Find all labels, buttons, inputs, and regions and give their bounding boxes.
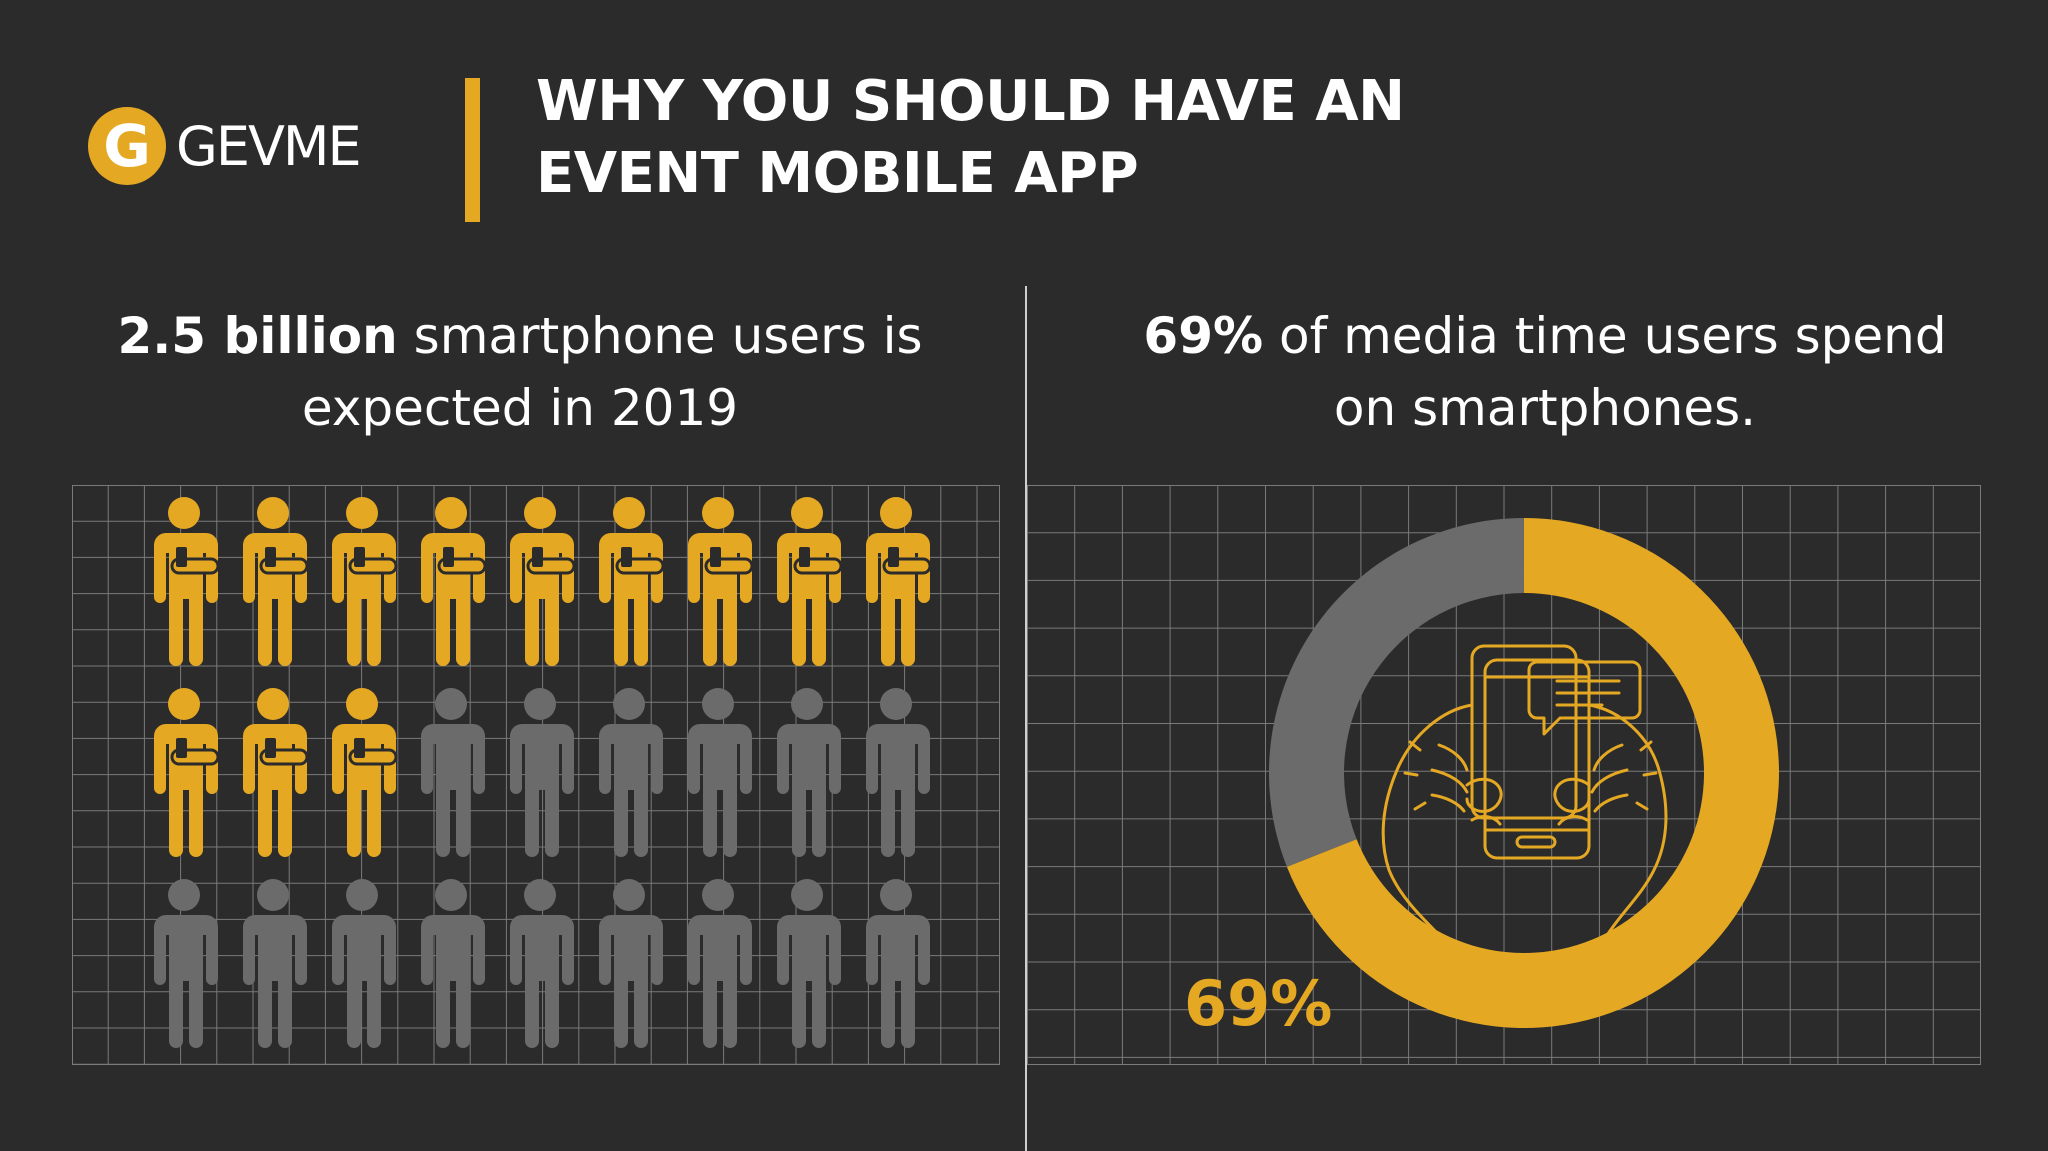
person-icon	[421, 879, 485, 1048]
phone-icon	[799, 547, 810, 567]
person-icon	[688, 688, 752, 857]
left-stat-caption: 2.5 billion smartphone users is expected…	[40, 300, 1000, 444]
person-with-phone-icon	[243, 497, 309, 666]
phone-icon	[532, 547, 543, 567]
person-icon	[421, 688, 485, 857]
person-icon	[866, 688, 930, 857]
phone-icon	[710, 547, 721, 567]
donut-value-arc	[1286, 518, 1779, 1028]
phone-icon	[621, 547, 632, 567]
page-title: WHY YOU SHOULD HAVE AN EVENT MOBILE APP	[536, 66, 1536, 210]
person-with-phone-icon	[866, 497, 932, 666]
person-icon	[332, 879, 396, 1048]
phone-icon	[176, 547, 187, 567]
phone-icon	[354, 547, 365, 567]
person-icon	[866, 879, 930, 1048]
donut-value-label: 69%	[1184, 967, 1332, 1040]
phone-icon	[265, 738, 276, 758]
person-icon	[599, 688, 663, 857]
person-icon	[777, 688, 841, 857]
donut-remainder-arc	[1269, 518, 1524, 867]
person-icon	[154, 879, 218, 1048]
person-icon	[777, 879, 841, 1048]
left-stat-text-line1: smartphone users is	[397, 307, 923, 365]
logo-g-icon: G	[88, 107, 166, 185]
hands-holding-phone-icon	[1381, 644, 1668, 977]
right-stat-caption: 69% of media time users spend on smartph…	[1065, 300, 2025, 444]
person-with-phone-icon	[154, 688, 220, 857]
left-stat-highlight: 2.5 billion	[117, 307, 398, 365]
person-icon	[510, 879, 574, 1048]
person-with-phone-icon	[154, 497, 220, 666]
person-with-phone-icon	[777, 497, 843, 666]
logo-wordmark: GEVME	[176, 114, 362, 178]
phone-icon	[443, 547, 454, 567]
person-with-phone-icon	[421, 497, 487, 666]
person-with-phone-icon	[688, 497, 754, 666]
right-stat-text-line1: of media time users spend	[1263, 307, 1947, 365]
person-with-phone-icon	[599, 497, 665, 666]
right-stat-highlight: 69%	[1143, 307, 1264, 365]
center-divider	[1025, 286, 1027, 1151]
person-icon	[243, 879, 307, 1048]
person-icon	[688, 879, 752, 1048]
page-title-line2: EVENT MOBILE APP	[536, 141, 1139, 206]
phone-icon	[265, 547, 276, 567]
person-with-phone-icon	[332, 688, 398, 857]
title-accent-bar	[465, 78, 480, 222]
right-stat-text-line2: on smartphones.	[1333, 379, 1757, 437]
brand-logo: G GEVME	[88, 106, 362, 186]
person-icon	[510, 688, 574, 857]
person-with-phone-icon	[243, 688, 309, 857]
page-title-line1: WHY YOU SHOULD HAVE AN	[536, 69, 1405, 134]
phone-icon	[888, 547, 899, 567]
phone-icon	[176, 738, 187, 758]
person-icon	[599, 879, 663, 1048]
left-stat-text-line2: expected in 2019	[301, 379, 739, 437]
person-with-phone-icon	[510, 497, 576, 666]
people-icons	[154, 497, 932, 1048]
donut-chart-panel: 69%	[1027, 485, 1981, 1065]
person-with-phone-icon	[332, 497, 398, 666]
people-icon-chart	[72, 485, 1000, 1065]
phone-icon	[354, 738, 365, 758]
